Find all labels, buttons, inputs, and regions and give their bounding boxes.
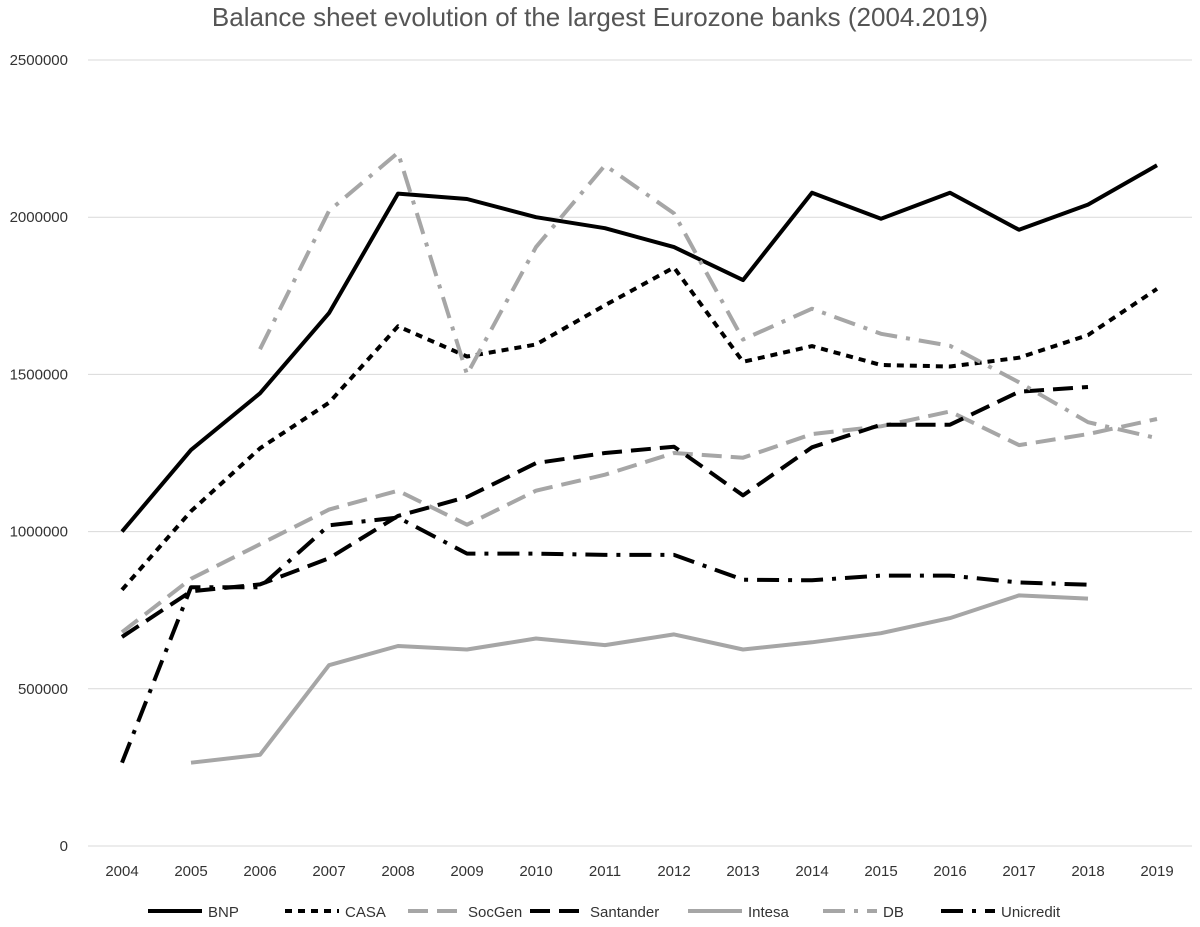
x-tick-label: 2006 <box>243 863 276 880</box>
x-tick-label: 2015 <box>864 863 897 880</box>
legend-label: Intesa <box>748 904 790 921</box>
x-tick-label: 2009 <box>450 863 483 880</box>
y-tick-label: 1000000 <box>10 524 68 541</box>
x-tick-label: 2007 <box>312 863 345 880</box>
series-santander-line <box>120 385 1089 639</box>
x-tick-label: 2019 <box>1140 863 1173 880</box>
series-unicredit-line <box>120 515 1089 764</box>
legend-item-intesa: Intesa <box>688 904 790 921</box>
x-tick-label: 2005 <box>174 863 207 880</box>
x-tick-label: 2010 <box>519 863 552 880</box>
y-axis-ticks: 0 500000 1000000 1500000 2000000 2500000 <box>10 52 68 855</box>
series-intesa-line <box>190 593 1089 765</box>
y-tick-label: 2000000 <box>10 209 68 226</box>
series-line-path <box>120 385 1089 639</box>
x-tick-label: 2008 <box>381 863 414 880</box>
series-db-line <box>258 150 1158 441</box>
x-tick-label: 2017 <box>1002 863 1035 880</box>
series-line-path <box>258 150 1158 441</box>
series-line-path <box>120 515 1089 764</box>
legend-item-santander: Santander <box>530 904 659 921</box>
legend-label: CASA <box>345 904 386 921</box>
legend-item-casa: CASA <box>285 904 386 921</box>
legend-item-socgen: SocGen <box>408 904 522 921</box>
chart-title: Balance sheet evolution of the largest E… <box>212 2 988 32</box>
y-tick-label: 2500000 <box>10 52 68 69</box>
legend-item-unicredit: Unicredit <box>941 904 1061 921</box>
y-tick-label: 1500000 <box>10 366 68 383</box>
x-axis-ticks: 2004 2005 2006 2007 2008 2009 2010 2011 2012 2013… <box>105 863 1173 880</box>
gridlines <box>88 59 1192 847</box>
series-line-path <box>120 409 1158 634</box>
series-bnp-line <box>120 163 1158 533</box>
x-tick-label: 2014 <box>795 863 828 880</box>
series-line-path <box>190 593 1089 765</box>
y-tick-label: 500000 <box>18 681 68 698</box>
x-tick-label: 2011 <box>589 863 621 880</box>
legend-item-db: DB <box>823 904 904 921</box>
legend-label: SocGen <box>468 904 522 921</box>
legend: BNP CASA SocGen Santander Intesa DB Unicredit <box>148 904 1061 921</box>
legend-label: Unicredit <box>1001 904 1061 921</box>
y-tick-label: 0 <box>60 838 68 855</box>
series-casa-line <box>120 265 1159 592</box>
x-tick-label: 2013 <box>726 863 759 880</box>
legend-label: BNP <box>208 904 239 921</box>
x-tick-label: 2018 <box>1071 863 1104 880</box>
x-tick-label: 2016 <box>933 863 966 880</box>
legend-label: Santander <box>590 904 659 921</box>
legend-label: DB <box>883 904 904 921</box>
legend-item-bnp: BNP <box>148 904 239 921</box>
x-tick-label: 2004 <box>105 863 138 880</box>
x-tick-label: 2012 <box>657 863 690 880</box>
series-lines <box>120 150 1159 765</box>
series-line-path <box>120 163 1158 533</box>
series-socgen-line <box>120 409 1158 634</box>
series-line-path <box>120 265 1159 592</box>
